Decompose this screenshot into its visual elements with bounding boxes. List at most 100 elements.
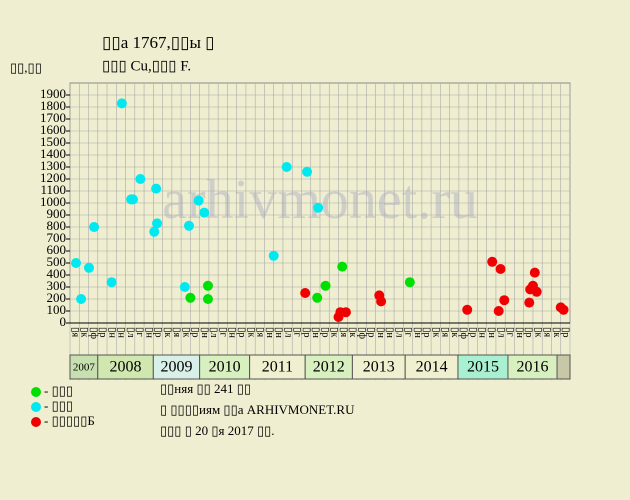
y-tick-label: 1100	[40, 182, 66, 197]
x-tick-label: ▯р	[560, 327, 571, 338]
x-tick-label: ▯н	[486, 327, 497, 339]
data-point	[281, 162, 292, 172]
data-point	[71, 258, 82, 268]
x-tick-label: ▯к	[551, 327, 562, 338]
year-label: 2015	[467, 359, 499, 376]
data-point	[312, 292, 323, 303]
y-tick-label: 100	[47, 302, 67, 317]
x-tick-label: ▯л	[125, 327, 136, 338]
legend-marker	[31, 387, 41, 397]
data-point	[183, 220, 194, 231]
legend-marker	[31, 402, 41, 412]
x-tick-label: ▯я	[338, 327, 349, 338]
data-point	[302, 166, 313, 177]
legend-label: - ▯▯▯	[44, 398, 73, 413]
year-label: 2013	[363, 359, 395, 376]
note: ▯ ▯▯▯▯иям ▯▯а ARHIVMONET.RU	[160, 402, 355, 417]
year-label: 2014	[416, 359, 448, 376]
data-point	[529, 267, 540, 278]
data-point	[116, 98, 127, 109]
x-tick-label: ▯р	[319, 327, 330, 338]
x-tick-label: ▯н	[227, 327, 238, 339]
y-tick-label: 600	[47, 242, 67, 257]
x-tick-label: ▯н	[116, 327, 127, 339]
x-tick-label: ▯к	[329, 327, 340, 338]
year-band	[507, 354, 558, 380]
data-point	[404, 277, 415, 288]
data-point	[106, 277, 117, 288]
x-tick-label: ▯к	[180, 327, 191, 338]
y-tick-label: 1700	[40, 110, 66, 125]
x-tick-label: ▯р	[190, 327, 201, 338]
data-point	[376, 296, 387, 307]
legend-marker	[31, 417, 41, 427]
x-tick-label: ▯р	[467, 327, 478, 338]
y-tick-label: 700	[47, 230, 67, 245]
x-tick-label: ▯р	[421, 327, 432, 338]
y-tick-label: 800	[47, 218, 67, 233]
year-band	[304, 354, 353, 380]
y-tick-label: 900	[47, 206, 67, 221]
data-point	[202, 294, 213, 304]
y-tick-label: 500	[47, 254, 67, 269]
y-tick-label: 1000	[40, 194, 66, 209]
data-point	[127, 194, 138, 205]
data-point	[193, 195, 204, 206]
x-tick-label: ▯н	[199, 327, 210, 339]
data-point	[313, 202, 324, 213]
data-point	[202, 280, 213, 291]
x-tick-label: ▯я	[69, 327, 80, 338]
x-tick-label: ▯н	[375, 327, 386, 339]
data-point	[199, 207, 210, 218]
x-tick-label: ▯н	[477, 327, 488, 339]
data-point	[558, 304, 569, 315]
x-tick-label: ▯н	[412, 327, 423, 339]
x-tick-label: ▯ф	[458, 327, 469, 340]
x-tick-label: ▯к	[430, 327, 441, 338]
y-tick-label: 1600	[40, 122, 66, 137]
x-tick-label: ▯к	[532, 327, 543, 338]
year-band	[97, 354, 154, 380]
y-tick-label: 400	[47, 266, 67, 281]
chart-subtitle: ▯▯▯ Cu,▯▯▯ F.	[102, 58, 191, 74]
x-tick-label: ▯р	[153, 327, 164, 338]
note: ▯▯▯ ▯ 20 ▯я 2017 ▯▯.	[160, 423, 275, 438]
x-tick-label: ▯я	[440, 327, 451, 338]
data-point	[340, 307, 351, 318]
x-tick-label: ▯л	[208, 327, 219, 338]
data-point	[179, 282, 190, 292]
data-point	[495, 264, 506, 274]
y-tick-label: 1400	[40, 146, 66, 161]
data-point	[83, 262, 94, 273]
x-tick-label: ▯н	[106, 327, 117, 339]
x-tick-label: ▯г	[292, 327, 303, 337]
data-point	[462, 304, 473, 315]
x-tick-label: ▯л	[393, 327, 404, 338]
data-point	[89, 222, 100, 232]
legend-label: - ▯▯▯▯▯Б	[44, 413, 95, 428]
year-band	[351, 354, 406, 380]
x-tick-label: ▯л	[282, 327, 293, 338]
x-tick-label: ▯к	[449, 327, 460, 338]
y-tick-label: 1300	[40, 158, 66, 173]
y-tick-label: 1200	[40, 170, 66, 185]
x-tick-label: ▯г	[134, 327, 145, 337]
data-point	[499, 295, 510, 306]
x-tick-label: ▯р	[97, 327, 108, 338]
data-point	[337, 261, 348, 272]
x-tick-label: ▯к	[162, 327, 173, 338]
y-tick-label: 200	[47, 290, 67, 305]
data-point	[300, 288, 311, 298]
data-point	[149, 226, 160, 237]
year-label: 2007	[73, 362, 96, 374]
year-label: 2008	[110, 359, 142, 376]
y-tick-label: 1800	[40, 98, 66, 113]
y-tick-label: 1500	[40, 134, 66, 149]
x-tick-label: ▯н	[264, 327, 275, 339]
year-label: 2009	[160, 359, 192, 376]
data-point	[76, 294, 87, 304]
data-point	[152, 218, 163, 229]
x-tick-label: ▯ф	[356, 327, 367, 340]
